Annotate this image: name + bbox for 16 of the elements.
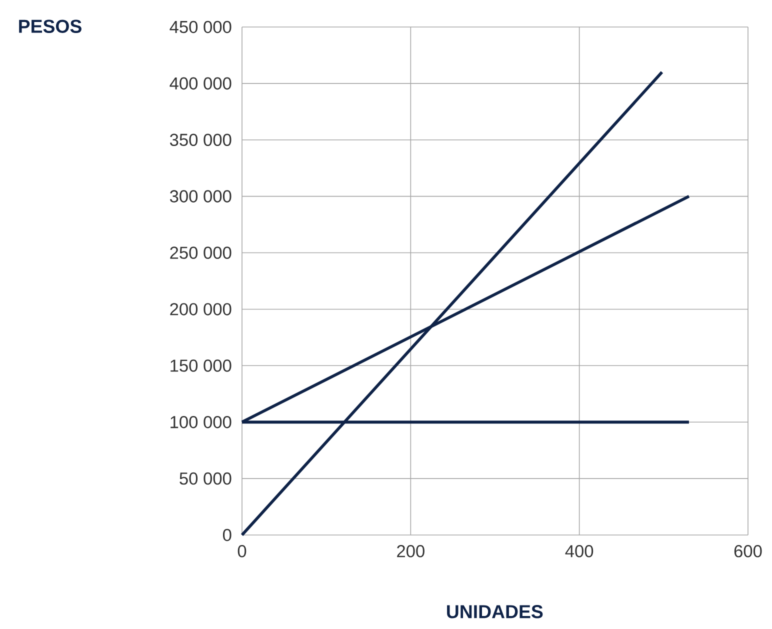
y-tick-label: 400 000	[170, 77, 232, 90]
x-tick-label: 200	[397, 545, 424, 558]
x-tick-label: 600	[734, 545, 762, 558]
y-tick-label: 200 000	[170, 303, 232, 316]
y-tick-label: 250 000	[170, 246, 232, 259]
x-axis-title: UNIDADES	[447, 605, 543, 618]
y-tick-label: 100 000	[170, 416, 232, 428]
y-tick-label: 50 000	[180, 472, 232, 485]
y-tick-label: 450 000	[170, 20, 232, 34]
y-tick-label: 150 000	[170, 360, 232, 372]
x-tick-label: 400	[565, 545, 594, 558]
x-tick-label: 0	[238, 545, 246, 558]
y-tick-label: 300 000	[170, 190, 232, 202]
y-axis-title: PESOS	[19, 20, 82, 33]
y-tick-label: 350 000	[170, 134, 232, 146]
y-tick-label: 0	[222, 528, 232, 542]
